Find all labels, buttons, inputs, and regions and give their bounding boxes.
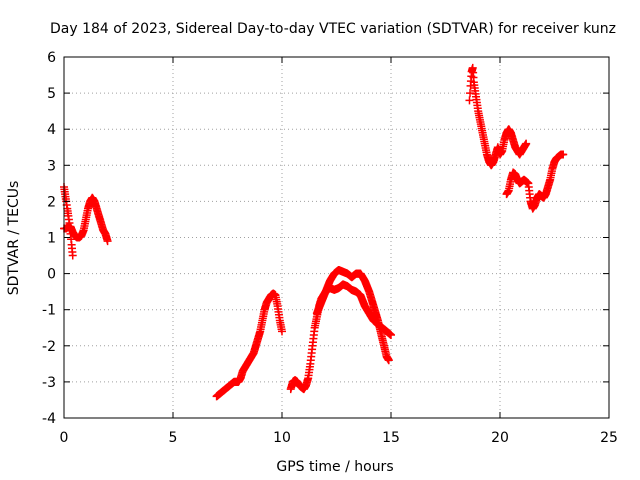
y-tick-label: 0: [47, 267, 56, 283]
x-tick-label: 0: [60, 430, 69, 446]
data-points: [60, 63, 568, 401]
data-point: [387, 330, 395, 339]
x-tick-label: 20: [491, 430, 509, 446]
data-point: [384, 356, 393, 365]
x-axis-label: GPS time / hours: [276, 459, 393, 475]
y-tick-label: 5: [47, 86, 56, 102]
y-tick-label: 3: [47, 158, 56, 174]
y-tick-label: -4: [42, 411, 56, 427]
x-tick-label: 15: [382, 430, 400, 446]
x-tick-label: 25: [600, 430, 618, 446]
y-tick-label: -2: [42, 339, 56, 355]
y-tick-label: -3: [42, 375, 56, 391]
data-point: [278, 327, 286, 336]
y-tick-label: 4: [47, 122, 56, 138]
y-tick-label: 1: [47, 231, 56, 247]
axis-ticks: [63, 56, 610, 419]
data-point: [559, 150, 568, 159]
y-tick-label: 6: [47, 50, 56, 66]
y-axis-label: SDTVAR / TECUs: [6, 181, 22, 296]
y-tick-label: -1: [42, 303, 56, 319]
grid: [64, 57, 609, 418]
y-tick-labels: -4 -3 -2 -1 0 1 2 3 4 5 6: [42, 50, 56, 427]
x-tick-label: 10: [273, 430, 291, 446]
x-tick-label: 5: [169, 430, 178, 446]
chart-title: Day 184 of 2023, Sidereal Day-to-day VTE…: [50, 21, 616, 37]
y-tick-label: 2: [47, 194, 56, 210]
data-point: [68, 251, 77, 260]
data-point: [465, 96, 474, 105]
data-point: [103, 237, 112, 246]
x-tick-labels: 0 5 10 15 20 25: [60, 430, 618, 446]
data-point: [522, 139, 531, 148]
